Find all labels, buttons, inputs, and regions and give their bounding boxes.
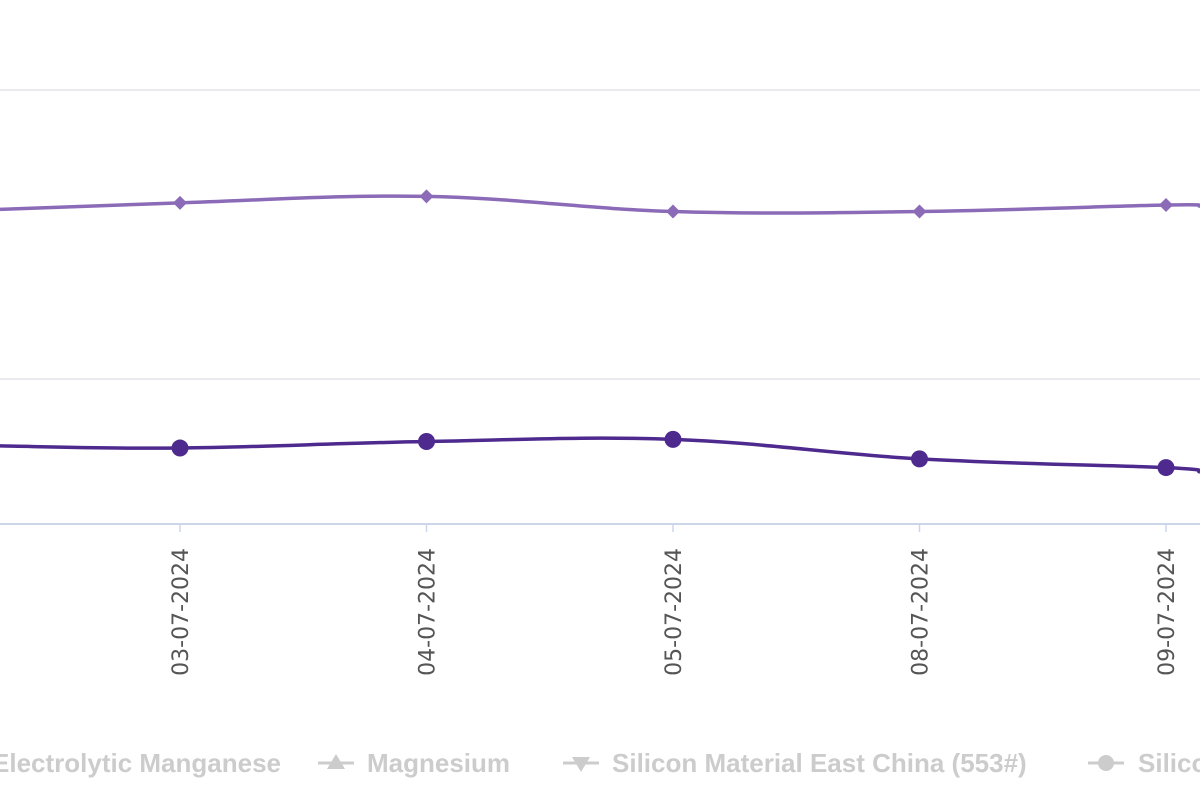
grid-lines bbox=[0, 89, 1200, 525]
legend[interactable]: Electrolytic Manganese Magnesium Silicon M… bbox=[0, 748, 1200, 778]
series-2-point[interactable] bbox=[911, 450, 928, 468]
series-2-point[interactable] bbox=[171, 439, 189, 457]
series-1-point[interactable] bbox=[1159, 198, 1173, 213]
legend-label: Magnesium bbox=[367, 748, 510, 778]
x-tick-label: 03-07-2024 bbox=[169, 548, 194, 676]
legend-item-1[interactable]: Electrolytic Manganese bbox=[0, 748, 281, 778]
legend-item-2[interactable]: Magnesium bbox=[318, 748, 510, 778]
x-tick-label: 05-07-2024 bbox=[662, 548, 687, 676]
legend-label: Silicon Material East China (553#) bbox=[612, 748, 1027, 778]
x-tick-label: 09-07-2024 bbox=[1155, 548, 1180, 676]
series-2-point[interactable] bbox=[418, 433, 435, 451]
series-2-point[interactable] bbox=[664, 430, 682, 448]
x-tick-label: 08-07-2024 bbox=[909, 548, 934, 676]
series-1-point[interactable] bbox=[912, 204, 927, 219]
circle-icon bbox=[1098, 755, 1114, 771]
triangle-down-icon bbox=[572, 757, 590, 772]
legend-item-4[interactable]: Silicon bbox=[1088, 748, 1200, 778]
x-axis-ticks: 03-07-2024 04-07-2024 05-07-2024 08-07-2024… bbox=[169, 524, 1180, 676]
legend-label: Electrolytic Manganese bbox=[0, 748, 281, 778]
legend-item-3[interactable]: Silicon Material East China (553#) bbox=[563, 748, 1027, 778]
series-1-point[interactable] bbox=[666, 204, 680, 219]
series-1-point[interactable] bbox=[173, 195, 187, 210]
x-tick-label: 04-07-2024 bbox=[416, 548, 441, 676]
series-layer bbox=[0, 189, 1200, 477]
series-1-point[interactable] bbox=[419, 189, 434, 204]
legend-label: Silicon bbox=[1138, 748, 1200, 778]
series-2-point[interactable] bbox=[1157, 459, 1175, 477]
triangle-up-icon bbox=[327, 754, 345, 769]
